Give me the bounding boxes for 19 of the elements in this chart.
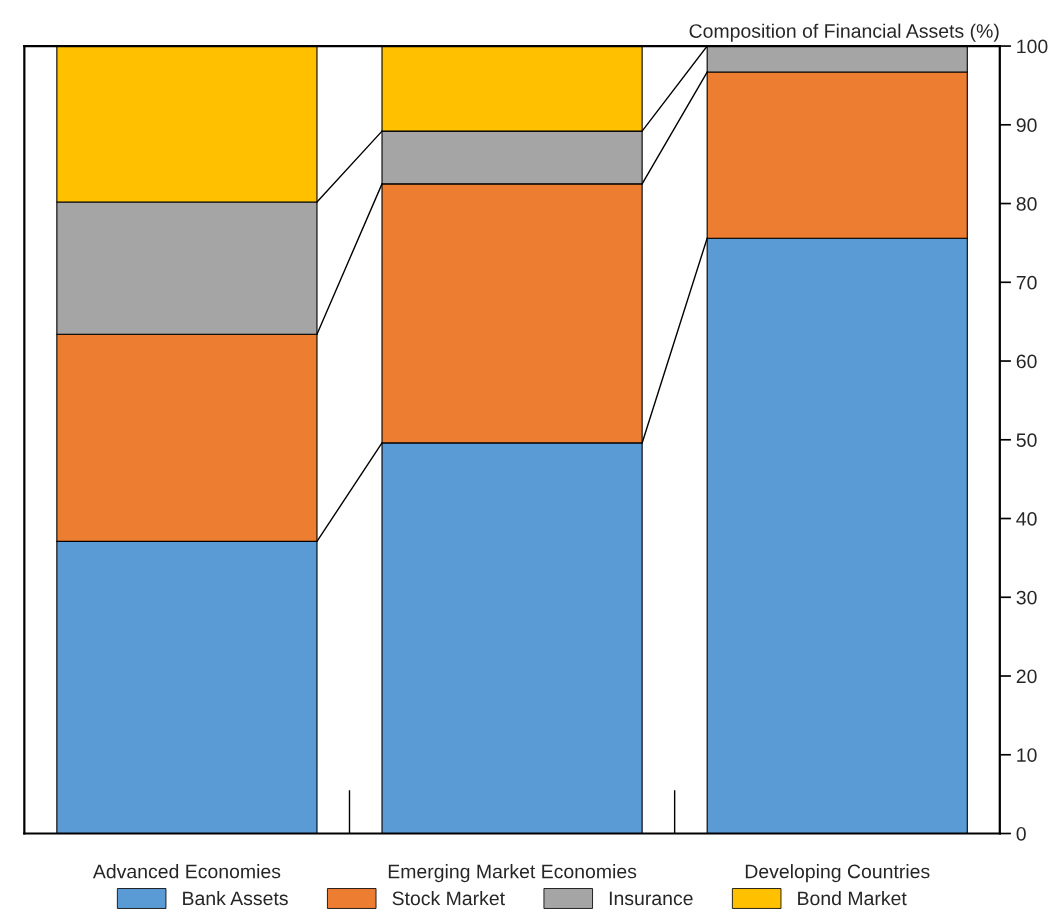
y-tick-label: 60 <box>1016 354 1037 369</box>
x-tick-label: Advanced Economies <box>92 864 281 879</box>
y-tick-label: 20 <box>1016 669 1037 684</box>
y-tick-label: 50 <box>1016 433 1037 448</box>
legend-label: Insurance <box>609 891 693 906</box>
legend-label: Bank Assets <box>183 890 288 906</box>
y-tick-label: 100 <box>1017 39 1048 54</box>
y-tick-label: 80 <box>1016 197 1037 211</box>
x-tick-label: Developing Countries <box>745 864 930 883</box>
y-tick-label: 90 <box>1016 118 1037 133</box>
legend-label: Stock Market <box>392 890 505 906</box>
y-tick-label: 40 <box>1016 511 1037 526</box>
y-tick-label: 0 <box>1016 826 1026 841</box>
y-tick-label: 30 <box>1016 590 1037 605</box>
y-axis-title: Composition of Financial Assets (%) <box>689 23 999 42</box>
y-tick-label: 70 <box>1016 275 1037 290</box>
legend-label: Bond Market <box>798 890 907 906</box>
y-tick-label: 10 <box>1017 748 1037 762</box>
x-tick-label: Emerging Market Economies <box>388 864 637 883</box>
